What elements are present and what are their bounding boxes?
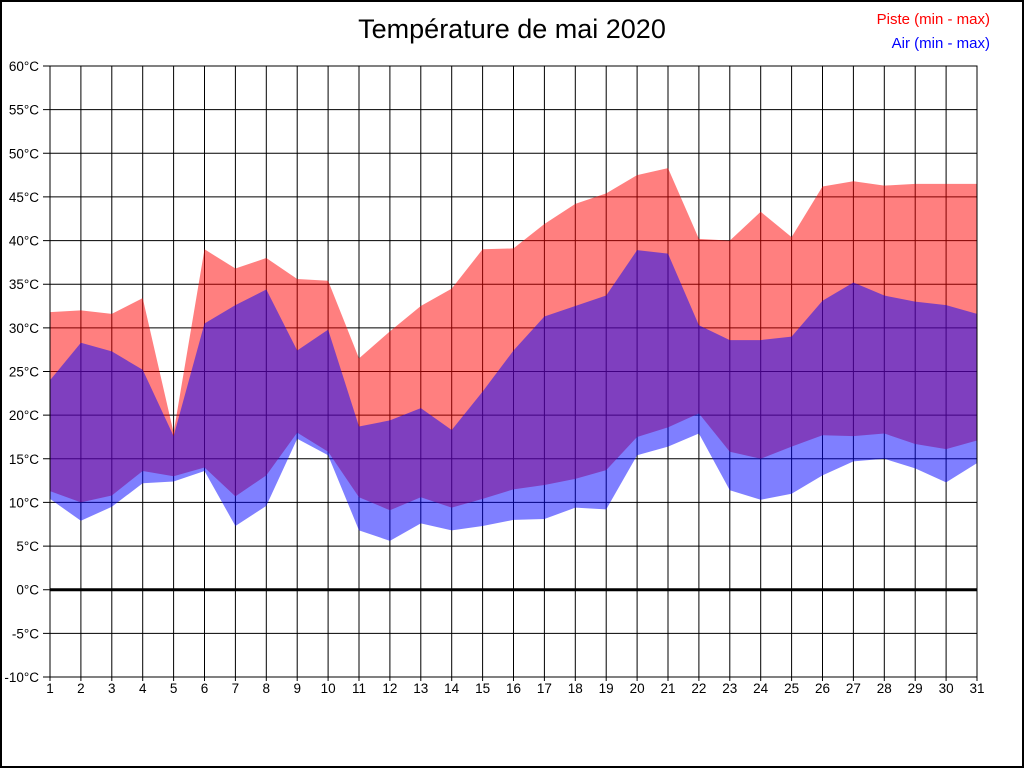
y-tick-label: -5°C — [12, 626, 39, 641]
x-tick-label: 19 — [599, 681, 614, 696]
y-tick-label: 25°C — [9, 365, 39, 380]
x-tick-label: 24 — [753, 681, 769, 696]
x-tick-label: 11 — [352, 681, 366, 696]
x-tick-label: 1 — [46, 681, 54, 696]
y-tick-label: 30°C — [9, 321, 39, 336]
x-tick-label: 28 — [877, 681, 892, 696]
x-tick-label: 17 — [537, 681, 552, 696]
legend-item-piste: Piste (min - max) — [876, 11, 990, 28]
x-tick-label: 16 — [506, 681, 521, 696]
y-tick-label: -10°C — [4, 670, 39, 685]
x-tick-label: 14 — [444, 681, 460, 696]
y-tick-label: 50°C — [9, 146, 39, 161]
x-tick-label: 31 — [969, 681, 984, 696]
x-tick-label: 4 — [139, 681, 147, 696]
x-tick-label: 10 — [321, 681, 336, 696]
x-tick-label: 7 — [232, 681, 240, 696]
y-tick-label: 35°C — [9, 277, 39, 292]
x-tick-label: 26 — [815, 681, 830, 696]
y-tick-label: 20°C — [9, 408, 39, 423]
x-tick-label: 29 — [908, 681, 923, 696]
y-tick-label: 60°C — [9, 59, 39, 74]
y-tick-label: 15°C — [9, 452, 39, 467]
x-tick-label: 15 — [475, 681, 490, 696]
legend: Piste (min - max) Air (min - max) — [877, 8, 990, 56]
y-tick-label: 45°C — [9, 190, 39, 205]
x-tick-label: 20 — [630, 681, 645, 696]
x-tick-label: 21 — [660, 681, 675, 696]
chart-title: Température de mai 2020 — [358, 14, 666, 44]
y-tick-label: 55°C — [9, 103, 39, 118]
x-tick-label: 2 — [77, 681, 85, 696]
x-tick-label: 23 — [722, 681, 737, 696]
x-tick-label: 22 — [691, 681, 706, 696]
x-tick-label: 18 — [568, 681, 583, 696]
x-tick-label: 5 — [170, 681, 178, 696]
y-tick-label: 5°C — [16, 539, 39, 554]
x-tick-label: 12 — [382, 681, 397, 696]
x-tick-label: 30 — [939, 681, 954, 696]
y-tick-label: 40°C — [9, 234, 39, 249]
legend-item-air: Air (min - max) — [891, 35, 990, 52]
x-tick-label: 6 — [201, 681, 209, 696]
plot-border — [49, 65, 978, 678]
x-tick-label: 9 — [293, 681, 301, 696]
x-tick-label: 3 — [108, 681, 116, 696]
x-tick-label: 13 — [413, 681, 428, 696]
air-minmax-area — [50, 250, 977, 541]
x-tick-label: 25 — [784, 681, 799, 696]
y-tick-label: 0°C — [16, 583, 39, 598]
x-tick-label: 27 — [846, 681, 861, 696]
y-tick-label: 10°C — [9, 495, 39, 510]
x-tick-label: 8 — [263, 681, 271, 696]
